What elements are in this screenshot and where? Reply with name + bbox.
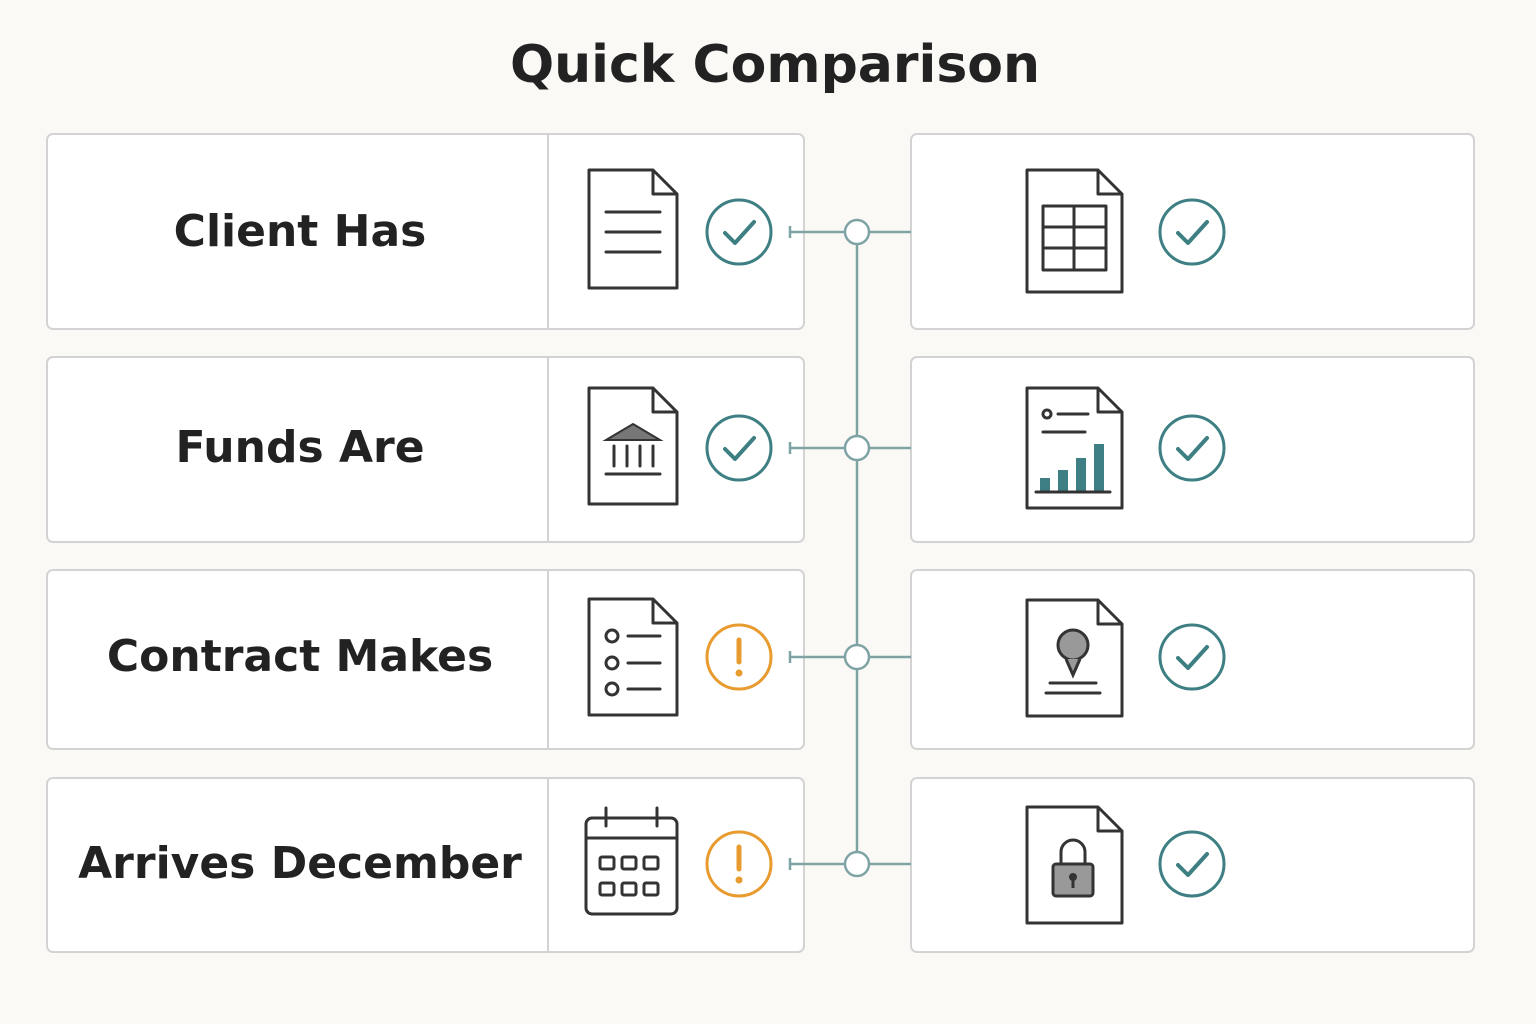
check-mark	[1176, 220, 1209, 245]
lock-hole	[1069, 873, 1077, 881]
bank-roof	[602, 422, 664, 441]
document-icon	[587, 168, 679, 290]
calendar-day	[620, 855, 638, 871]
chart-bar	[1058, 470, 1068, 492]
warning-icon	[705, 830, 773, 898]
calendar-day	[598, 855, 616, 871]
right-card	[910, 569, 1475, 750]
check-icon	[1158, 623, 1226, 691]
stamp-head	[1056, 628, 1090, 662]
check-icon	[1158, 830, 1226, 898]
document-icon	[587, 597, 679, 717]
connector-node	[843, 434, 871, 462]
check-icon	[1158, 414, 1226, 482]
check-icon	[705, 414, 773, 482]
check-mark	[723, 220, 756, 245]
stamp-neck	[1064, 658, 1082, 679]
stamp-base	[1044, 681, 1102, 695]
chart-bar	[1094, 444, 1104, 492]
document-icon	[587, 386, 679, 506]
chart-bar	[1076, 458, 1086, 492]
lock-shackle	[1059, 838, 1087, 866]
check-mark	[1176, 852, 1209, 877]
row-label: Contract Makes	[107, 631, 493, 682]
calendar-day	[598, 881, 616, 897]
chart-dot	[1041, 408, 1053, 420]
check-mark	[1176, 645, 1209, 670]
connector-node	[843, 643, 871, 671]
chart-lines	[1041, 412, 1090, 434]
row-label: Funds Are	[175, 422, 424, 473]
document-icon	[1025, 805, 1124, 925]
check-mark	[1176, 436, 1209, 461]
chart-bar	[1040, 478, 1050, 492]
calendar-icon	[584, 816, 679, 916]
document-icon	[1025, 386, 1124, 510]
row-label: Client Has	[174, 206, 427, 257]
calendar-day	[620, 881, 638, 897]
warning-dot	[735, 669, 743, 677]
document-icon	[1025, 168, 1124, 294]
left-card	[46, 569, 805, 750]
calendar-day	[642, 855, 660, 871]
list-bullet	[604, 681, 620, 697]
warning-dot	[735, 876, 743, 884]
right-card	[910, 777, 1475, 953]
warning-icon	[705, 623, 773, 691]
list-bullet	[604, 655, 620, 671]
check-icon	[705, 198, 773, 266]
document-icon	[1025, 598, 1124, 718]
calendar-day	[642, 881, 660, 897]
right-card	[910, 356, 1475, 543]
check-mark	[723, 436, 756, 461]
check-icon	[1158, 198, 1226, 266]
row-label: Arrives December	[78, 838, 522, 889]
left-card	[46, 356, 805, 543]
table-lines	[1041, 204, 1108, 272]
content: Client Has Funds Are Contract Makes Arrives…	[46, 133, 1475, 953]
connector-node	[843, 218, 871, 246]
connector-node	[843, 850, 871, 878]
list-bullet	[604, 628, 620, 644]
title: Quick Comparison	[510, 35, 1040, 95]
right-card	[910, 133, 1475, 330]
